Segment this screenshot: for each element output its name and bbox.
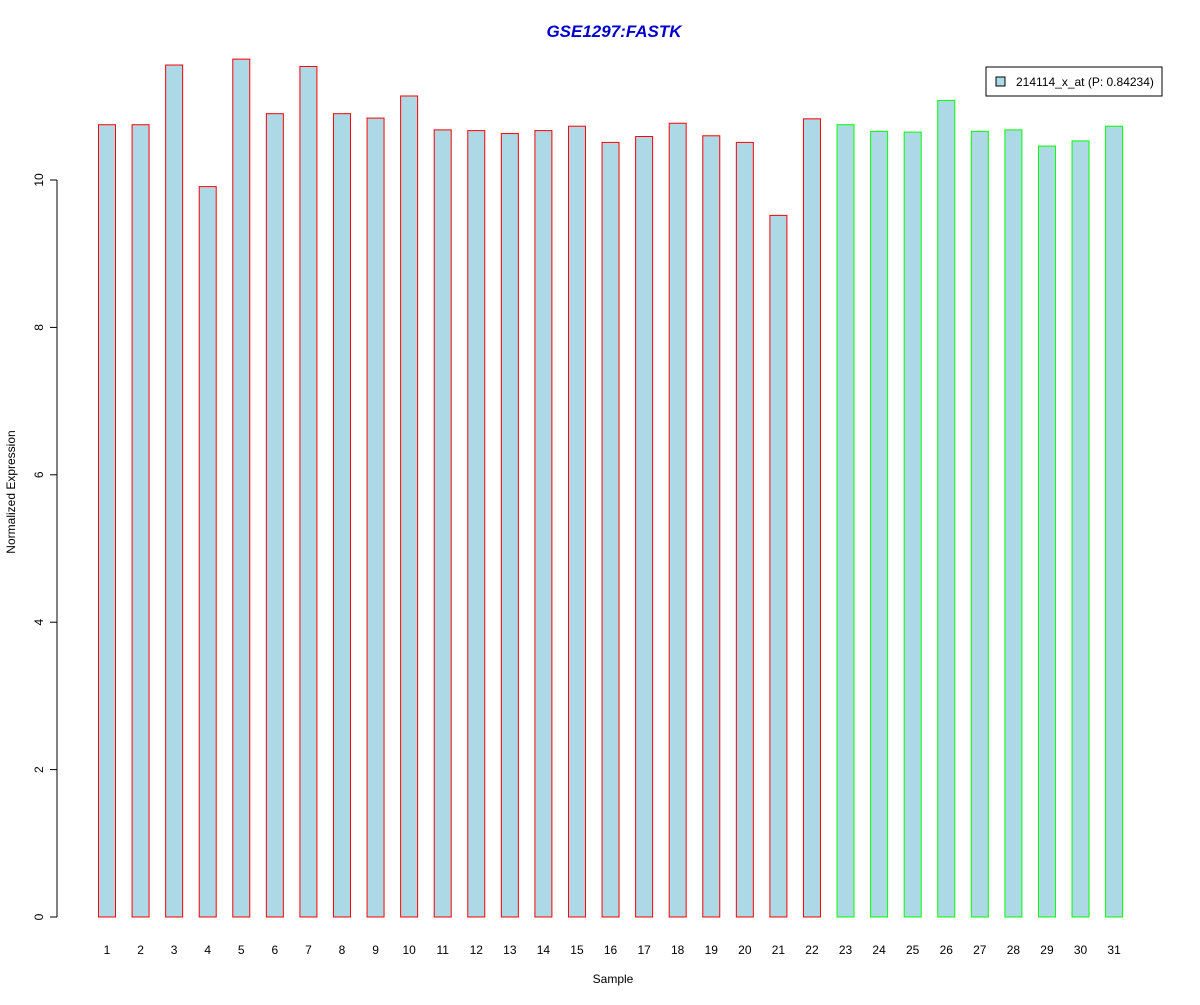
bar-sample-27 [970,130,989,918]
x-tick-label: 19 [705,943,719,957]
x-tick-label: 14 [537,943,551,957]
bar-sample-19 [702,135,721,918]
bar-sample-31 [1105,125,1124,918]
bar-sample-18 [668,122,687,918]
x-axis-label: Sample [593,972,634,986]
x-tick-label: 1 [104,943,111,957]
bar-sample-23 [836,124,855,918]
x-tick-label: 15 [570,943,584,957]
legend-swatch [995,76,1006,87]
x-tick-label: 13 [503,943,517,957]
bar-sample-24 [870,130,889,918]
x-tick-label: 31 [1107,943,1121,957]
x-tick-label: 10 [402,943,416,957]
y-tick-label: 10 [32,173,46,187]
x-tick-label: 6 [272,943,279,957]
bar-sample-2 [131,124,150,918]
x-tick-label: 16 [604,943,618,957]
bar-sample-22 [802,118,821,918]
bar-sample-3 [165,64,184,918]
y-axis: 0 2 4 6 8 10 [32,173,58,920]
x-tick-label: 11 [436,943,449,957]
bar-sample-20 [735,141,754,918]
x-tick-label: 21 [772,943,786,957]
x-tick-label: 8 [339,943,346,957]
bar-sample-16 [601,141,620,918]
y-axis-label: Normalized Expression [4,430,18,553]
bar-sample-17 [635,136,654,918]
bar-sample-29 [1037,145,1056,918]
bar-sample-6 [265,113,284,918]
x-tick-label: 12 [470,943,484,957]
bar-sample-11 [433,129,452,918]
bar-sample-5 [232,58,251,918]
bar-sample-4 [198,186,217,918]
x-axis-tick-labels: 1 2 3 4 5 6 7 8 9 10 11 12 13 14 15 16 17 18 19 20 21 22 23 24 2… [104,943,1121,957]
x-tick-label: 25 [906,943,920,957]
legend-box [985,66,1163,97]
bar-sample-13 [500,133,519,918]
y-tick-label: 8 [32,324,46,331]
bar-sample-14 [534,130,553,918]
x-tick-label: 23 [839,943,853,957]
legend-label: 214114_x_at (P: 0.84234) [1016,75,1154,89]
y-tick-label: 2 [32,766,46,773]
x-tick-label: 2 [137,943,144,957]
x-tick-label: 3 [171,943,178,957]
x-tick-label: 30 [1074,943,1088,957]
x-tick-label: 27 [973,943,987,957]
chart-title: GSE1297:FASTK [546,22,683,41]
bar-sample-30 [1071,140,1090,918]
x-tick-label: 20 [738,943,752,957]
x-tick-label: 18 [671,943,685,957]
x-tick-label: 5 [238,943,245,957]
x-tick-label: 9 [372,943,379,957]
x-tick-label: 28 [1007,943,1021,957]
y-tick-label: 4 [32,619,46,626]
bar-sample-21 [769,214,788,918]
x-tick-label: 7 [305,943,312,957]
y-tick-label: 6 [32,471,46,478]
bar-sample-25 [903,131,922,918]
x-tick-label: 29 [1040,943,1054,957]
x-tick-label: 4 [204,943,211,957]
x-tick-label: 26 [940,943,954,957]
bar-sample-26 [937,99,956,918]
x-tick-label: 24 [872,943,886,957]
bar-sample-8 [332,113,351,918]
bar-sample-15 [567,125,586,918]
bar-sample-1 [98,124,116,918]
bar-sample-9 [366,117,385,918]
legend: 214114_x_at (P: 0.84234) [985,66,1163,97]
bar-series [98,58,1124,918]
bar-sample-28 [1004,129,1023,918]
bar-sample-7 [299,66,318,918]
x-tick-label: 17 [637,943,651,957]
y-tick-label: 0 [32,913,46,920]
bar-sample-10 [400,95,419,918]
bar-sample-12 [467,130,486,918]
x-tick-label: 22 [805,943,819,957]
